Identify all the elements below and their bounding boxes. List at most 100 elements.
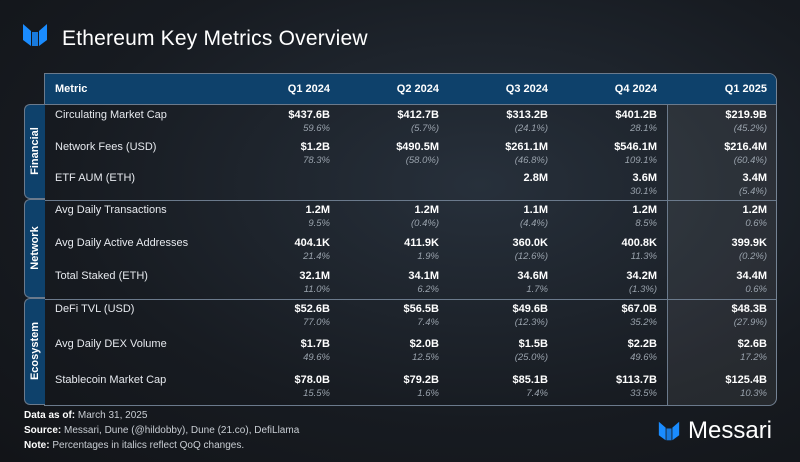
group-label-ecosystem: Ecosystem xyxy=(24,297,45,405)
metric-value: 34.6M xyxy=(517,269,548,282)
metric-value: 1.2M xyxy=(632,203,657,216)
metric-value: 404.1K xyxy=(294,236,330,249)
qoq-change: (46.8%) xyxy=(514,154,548,166)
qoq-change: (0.4%) xyxy=(411,217,439,229)
metric-value: $313.2B xyxy=(506,109,548,121)
qoq-change: 33.5% xyxy=(630,387,657,399)
metric-value: $49.6B xyxy=(512,302,548,315)
metric-value: $1.2B xyxy=(300,140,330,153)
metric-name: Avg Daily DEX Volume xyxy=(55,338,167,350)
qoq-change: 59.6% xyxy=(303,123,330,134)
metric-value: 1.1M xyxy=(523,203,548,216)
metric-value: 400.8K xyxy=(621,236,657,249)
qoq-change: (0.2%) xyxy=(739,250,767,262)
qoq-change: (4.4%) xyxy=(520,217,548,229)
metric-value: $1.5B xyxy=(518,338,548,350)
column-header: Q4 2024 xyxy=(614,83,657,95)
qoq-change: 30.1% xyxy=(630,186,657,197)
metric-value: $67.0B xyxy=(621,302,657,315)
footer-source: Source: Messari, Dune (@hildobby), Dune … xyxy=(24,425,299,436)
metric-name: Avg Daily Transactions xyxy=(55,203,167,216)
metric-value: 1.2M xyxy=(414,203,439,216)
metric-value: 1.2M xyxy=(742,203,767,216)
qoq-change: 1.7% xyxy=(526,283,548,295)
qoq-change: (1.3%) xyxy=(629,283,657,295)
date-label: Data as of: xyxy=(24,410,76,421)
qoq-change: 1.6% xyxy=(417,387,439,399)
metric-value: $2.2B xyxy=(627,338,657,350)
metric-value: 34.1M xyxy=(408,269,439,282)
qoq-change: 49.6% xyxy=(630,352,657,363)
metric-value: 1.2M xyxy=(305,203,330,216)
qoq-change: (5.4%) xyxy=(739,186,767,197)
qoq-change: (24.1%) xyxy=(514,123,548,134)
qoq-change: 35.2% xyxy=(630,316,657,328)
source-label: Source: xyxy=(24,425,62,436)
metric-name: Circulating Market Cap xyxy=(55,109,167,121)
qoq-change: 10.3% xyxy=(740,387,767,399)
messari-logo-icon xyxy=(23,24,47,46)
highlight-column-q1-2025 xyxy=(667,74,777,405)
metric-value: 2.8M xyxy=(523,172,548,184)
qoq-change: 0.6% xyxy=(745,217,767,229)
qoq-change: 12.5% xyxy=(412,352,439,363)
qoq-change: (58.0%) xyxy=(405,154,439,166)
metric-value: 399.9K xyxy=(731,236,767,249)
brand: Messari xyxy=(658,417,772,445)
qoq-change: 6.2% xyxy=(417,283,439,295)
qoq-change: (60.4%) xyxy=(733,154,767,166)
qoq-change: 1.9% xyxy=(417,250,439,262)
group-label-financial: Financial xyxy=(24,104,45,199)
metric-value: $2.0B xyxy=(409,338,439,350)
metric-value: $1.7B xyxy=(300,338,330,350)
messari-logo-icon xyxy=(658,421,680,441)
metric-name: Network Fees (USD) xyxy=(55,140,157,153)
metric-value: 3.6M xyxy=(632,172,657,184)
metric-value: $56.5B xyxy=(403,302,439,315)
column-header: Q2 2024 xyxy=(396,83,439,95)
footer-note: Note: Percentages in italics reflect QoQ… xyxy=(24,440,244,451)
metric-value: 411.9K xyxy=(404,236,439,249)
metrics-table: Metric Q1 2024 Q2 2024 Q3 2024 Q4 2024 Q1 202… xyxy=(24,73,777,406)
group-name: Ecosystem xyxy=(29,322,41,381)
metric-value: $52.6B xyxy=(294,302,330,315)
qoq-change: 9.5% xyxy=(308,217,330,229)
qoq-change: 15.5% xyxy=(303,387,330,399)
metric-value: 32.1M xyxy=(299,269,330,282)
metric-value: 3.4M xyxy=(742,172,767,184)
group-name: Network xyxy=(29,226,41,270)
qoq-change: 78.3% xyxy=(303,154,330,166)
qoq-change: 17.2% xyxy=(740,352,767,363)
column-header: Q1 2024 xyxy=(287,83,330,95)
metric-name: DeFi TVL (USD) xyxy=(55,302,135,315)
column-header: Q1 2025 xyxy=(724,83,767,95)
table-header: Metric Q1 2024 Q2 2024 Q3 2024 Q4 2024 Q1 202… xyxy=(45,74,776,105)
metric-value: $490.5M xyxy=(396,140,439,153)
metric-value: $85.1B xyxy=(512,373,548,386)
qoq-change: (25.0%) xyxy=(514,352,548,363)
column-header: Q3 2024 xyxy=(505,83,548,95)
group-label-network: Network xyxy=(24,198,45,298)
source-value: Messari, Dune (@hildobby), Dune (21.co),… xyxy=(64,425,300,436)
qoq-change: 7.4% xyxy=(417,316,439,328)
metric-value: $113.7B xyxy=(616,373,657,386)
qoq-change: 109.1% xyxy=(624,154,657,166)
qoq-change: 7.4% xyxy=(526,387,548,399)
qoq-change: 49.6% xyxy=(303,352,330,363)
qoq-change: (5.7%) xyxy=(411,123,439,134)
brand-name: Messari xyxy=(688,417,773,444)
qoq-change: (12.3%) xyxy=(514,316,548,328)
metric-value: 34.2M xyxy=(626,269,657,282)
date-value: March 31, 2025 xyxy=(77,410,148,421)
footer-date: Data as of: March 31, 2025 xyxy=(24,410,147,421)
metric-value: $48.3B xyxy=(731,302,767,315)
qoq-change: (12.6%) xyxy=(514,250,548,262)
note-label: Note: xyxy=(24,440,50,451)
metric-value: $261.1M xyxy=(505,140,548,153)
metric-value: $401.2B xyxy=(615,109,657,121)
metric-name: Stablecoin Market Cap xyxy=(55,373,167,386)
group-divider xyxy=(45,199,776,201)
qoq-change: 28.1% xyxy=(630,123,657,134)
metric-name: Total Staked (ETH) xyxy=(55,269,148,282)
metric-value: $79.2B xyxy=(403,373,439,386)
